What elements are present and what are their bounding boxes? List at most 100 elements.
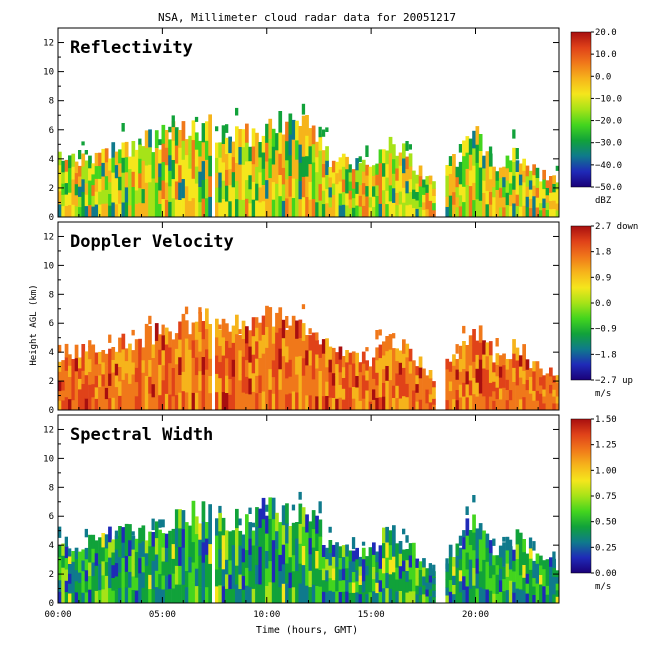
radar-echo-cell <box>64 194 69 206</box>
radar-echo-cell <box>468 573 473 589</box>
radar-echo-cell <box>325 188 329 204</box>
radar-echo-cell <box>141 397 146 411</box>
radar-echo-cell <box>465 200 470 218</box>
radar-echo-wisp <box>215 126 219 132</box>
radar-echo-wisp <box>198 307 202 314</box>
radar-echo-cell <box>118 541 122 558</box>
radar-echo-cell <box>151 560 156 575</box>
colorbar-tick-label: 10.0 <box>595 50 617 60</box>
radar-echo-cell <box>308 181 313 200</box>
radar-echo-cell <box>295 320 299 339</box>
radar-echo-cell <box>271 539 276 562</box>
radar-echo-cell <box>472 165 476 183</box>
radar-echo-cell <box>144 552 149 566</box>
radar-echo-cell <box>265 515 269 534</box>
radar-echo-cell <box>525 379 530 391</box>
radar-echo-cell <box>275 312 279 333</box>
radar-echo-cell <box>375 184 379 196</box>
radar-echo-cell <box>472 361 476 378</box>
radar-echo-cell <box>455 379 460 390</box>
radar-echo-cell <box>258 375 263 393</box>
radar-echo-cell <box>104 203 109 218</box>
radar-echo-cell <box>178 321 182 340</box>
radar-echo-cell <box>164 589 169 604</box>
radar-echo-cell <box>361 182 366 195</box>
radar-echo-cell <box>478 555 483 572</box>
radar-echo-cell <box>171 573 176 589</box>
radar-echo-cell <box>74 344 79 359</box>
radar-echo-cell <box>88 204 92 218</box>
radar-echo-cell <box>261 334 266 354</box>
radar-echo-cell <box>144 375 149 394</box>
radar-echo-cell <box>335 352 339 365</box>
radar-echo-cell <box>328 552 333 566</box>
y-tick-label: 2 <box>49 184 54 194</box>
radar-echo-cell <box>301 526 306 546</box>
radar-echo-cell <box>258 202 263 218</box>
radar-echo-cell <box>108 373 112 386</box>
radar-echo-cell <box>111 359 116 373</box>
radar-echo-cell <box>535 593 540 604</box>
radar-echo-cell <box>448 556 453 569</box>
radar-echo-cell <box>148 393 152 411</box>
y-tick-label: 6 <box>49 512 54 522</box>
radar-echo-cell <box>295 570 299 588</box>
radar-echo-cell <box>328 577 333 591</box>
radar-echo-cell <box>318 344 323 358</box>
radar-echo-wisp <box>88 340 92 348</box>
radar-echo-cell <box>448 591 453 604</box>
radar-echo-cell <box>164 393 169 411</box>
radar-echo-cell <box>131 141 136 157</box>
radar-echo-cell <box>341 591 346 604</box>
radar-echo-wisp <box>235 107 239 116</box>
radar-echo-cell <box>91 357 96 372</box>
radar-echo-wisp <box>428 563 432 572</box>
radar-echo-cell <box>432 181 436 189</box>
radar-echo-cell <box>268 389 273 411</box>
radar-echo-cell <box>458 358 463 372</box>
radar-echo-cell <box>275 585 279 604</box>
radar-echo-cell <box>488 552 493 566</box>
radar-echo-cell <box>522 396 526 411</box>
radar-echo-cell <box>455 591 460 604</box>
radar-echo-cell <box>385 587 389 604</box>
radar-echo-wisp <box>58 344 62 353</box>
radar-echo-cell <box>402 353 406 368</box>
radar-echo-cell <box>315 354 319 369</box>
radar-echo-cell <box>478 359 483 377</box>
radar-echo-cell <box>485 533 490 548</box>
radar-echo-cell <box>221 337 226 356</box>
radar-echo-cell <box>131 576 136 590</box>
radar-echo-cell <box>315 568 319 586</box>
radar-echo-cell <box>512 353 516 368</box>
radar-echo-cell <box>472 329 476 346</box>
radar-echo-cell <box>535 380 540 391</box>
radar-echo-cell <box>472 567 476 586</box>
radar-echo-cell <box>485 575 490 590</box>
radar-echo-cell <box>325 558 329 571</box>
radar-echo-cell <box>498 167 503 178</box>
radar-echo-cell <box>348 582 353 593</box>
radar-echo-cell <box>245 531 249 551</box>
radar-echo-cell <box>84 592 89 604</box>
radar-echo-cell <box>94 398 99 411</box>
radar-echo-cell <box>208 504 212 525</box>
radar-echo-cell <box>325 202 329 218</box>
radar-echo-cell <box>148 588 152 604</box>
radar-echo-cell <box>181 313 186 334</box>
radar-echo-cell <box>118 176 122 191</box>
radar-echo-cell <box>348 172 353 182</box>
radar-echo-cell <box>348 398 353 411</box>
radar-echo-cell <box>285 197 289 218</box>
radar-echo-cell <box>545 187 550 196</box>
radar-echo-cell <box>231 201 236 218</box>
radar-echo-cell <box>178 527 182 548</box>
radar-echo-cell <box>291 372 296 392</box>
radar-echo-cell <box>88 180 92 193</box>
radar-echo-cell <box>385 350 389 366</box>
radar-echo-cell <box>448 579 453 592</box>
radar-echo-cell <box>418 175 423 187</box>
radar-echo-cell <box>101 533 106 548</box>
radar-echo-cell <box>535 361 540 372</box>
radar-echo-cell <box>91 562 96 577</box>
